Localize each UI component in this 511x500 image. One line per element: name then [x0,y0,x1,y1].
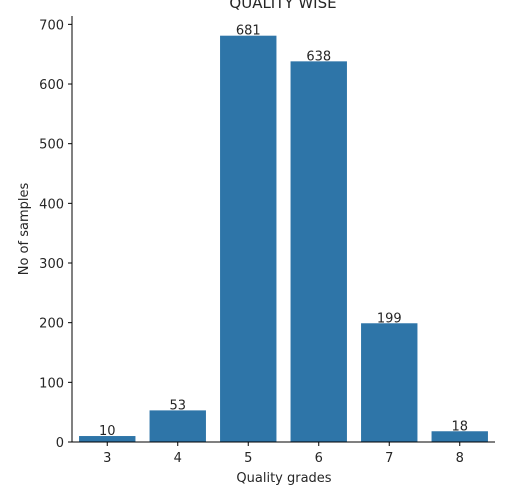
data-label-6: 638 [306,49,331,64]
bar-5 [220,35,277,442]
x-ticks-group: 3 4 5 6 7 8 [103,442,464,466]
bar-7 [361,323,418,442]
x-tick-label-8: 8 [456,451,464,466]
x-tick-label-5: 5 [244,451,252,466]
y-tick-label-500: 500 [39,138,64,153]
y-tick-label-700: 700 [39,18,64,33]
bar-6 [290,61,347,442]
y-tick-label-300: 300 [39,257,64,272]
y-tick-label-400: 400 [39,197,64,212]
y-tick-label-100: 100 [39,376,64,391]
data-label-8: 18 [451,419,468,434]
y-tick-label-600: 600 [39,78,64,93]
data-label-5: 681 [236,24,261,39]
y-axis-label: No of samples [17,183,32,276]
data-label-4: 53 [169,398,186,413]
y-tick-label-200: 200 [39,317,64,332]
bars-group [79,35,488,442]
data-label-3: 10 [99,424,116,439]
y-ticks-group: 0 100 200 300 400 500 600 700 [39,18,72,451]
bar-3 [79,436,136,442]
y-tick-label-0: 0 [56,436,64,451]
x-tick-label-4: 4 [174,451,182,466]
x-tick-label-3: 3 [103,451,111,466]
bar-8 [431,431,488,442]
x-tick-label-7: 7 [385,451,393,466]
x-axis-label: Quality grades [236,471,331,486]
data-label-7: 199 [377,311,402,326]
bar-4 [149,410,206,442]
chart-title: QUALITY WISE [229,0,336,12]
x-tick-label-6: 6 [315,451,323,466]
data-labels-group: 10 53 681 638 199 18 [99,24,468,439]
